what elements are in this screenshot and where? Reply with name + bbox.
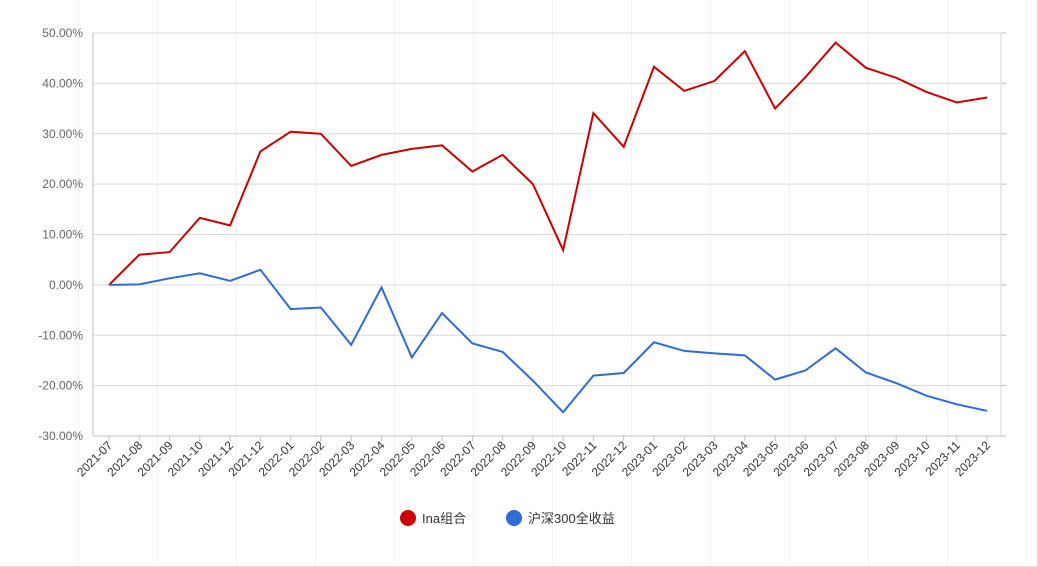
y-tick-label: -20.00% [38, 379, 83, 393]
grid-lines [93, 32, 1006, 437]
series-lines [108, 41, 988, 414]
legend-marker-1 [400, 510, 416, 526]
y-tick-label: 20.00% [42, 177, 83, 191]
series-line-2 [108, 268, 988, 414]
legend: Ina组合 沪深300全收益 [400, 510, 615, 526]
y-tick-label: -30.00% [38, 429, 83, 443]
y-tick-label: -10.00% [38, 328, 83, 342]
legend-label-2: 沪深300全收益 [528, 511, 615, 526]
y-tick-label: 50.00% [42, 26, 83, 40]
legend-label-1: Ina组合 [422, 511, 466, 526]
series-line-1 [108, 41, 988, 286]
axes [92, 33, 1002, 437]
y-tick-label: 10.00% [42, 228, 83, 242]
y-axis-ticks: 50.00% 40.00% 30.00% 20.00% 10.00% 0.00% -10.0… [38, 26, 83, 443]
y-tick-label: 40.00% [42, 76, 83, 90]
y-tick-label: 0.00% [49, 278, 83, 292]
legend-marker-2 [506, 510, 522, 526]
x-axis-ticks: 2021-072021-082021-092021-102021-122021-… [74, 436, 993, 479]
y-tick-label: 30.00% [42, 127, 83, 141]
